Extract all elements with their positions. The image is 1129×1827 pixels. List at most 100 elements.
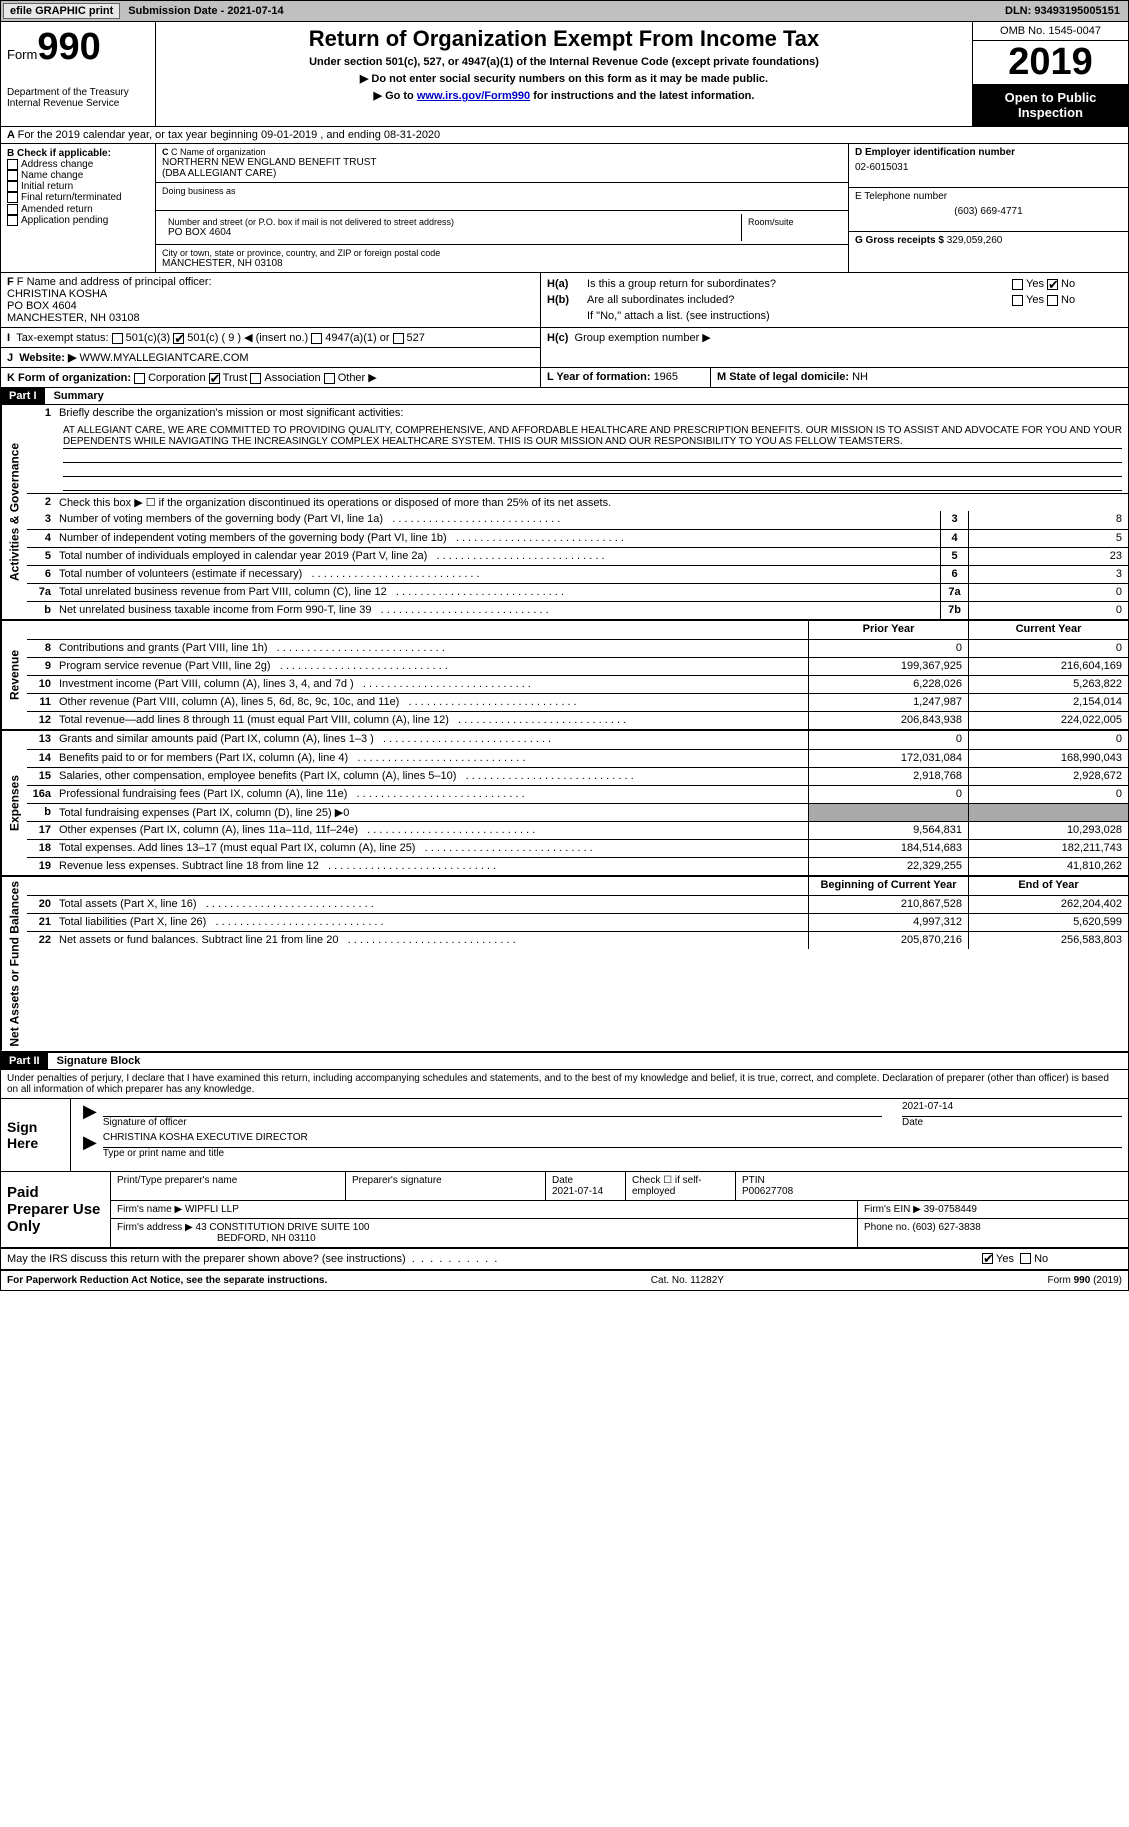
chk-501c3[interactable]: [112, 333, 123, 344]
gross-receipts: 329,059,260: [947, 235, 1003, 246]
year-formation: 1965: [654, 371, 678, 383]
chk-trust[interactable]: [209, 373, 220, 384]
rev-line-8: 8Contributions and grants (Part VIII, li…: [27, 639, 1128, 657]
rev-line-10: 10Investment income (Part VIII, column (…: [27, 675, 1128, 693]
gov-line-6: 6Total number of volunteers (estimate if…: [27, 565, 1128, 583]
exp-line-17: 17Other expenses (Part IX, column (A), l…: [27, 821, 1128, 839]
box-c: C C Name of organization NORTHERN NEW EN…: [156, 144, 848, 272]
row-ijhc: I Tax-exempt status: 501(c)(3) 501(c) ( …: [1, 328, 1128, 368]
col-end-year: End of Year: [968, 877, 1128, 895]
rev-line-12: 12Total revenue—add lines 8 through 11 (…: [27, 711, 1128, 729]
discuss-yes[interactable]: [982, 1253, 993, 1264]
form-page: Form990 Department of the Treasury Inter…: [0, 22, 1129, 1291]
firm-ein: 39-0758449: [924, 1204, 977, 1215]
chk-amended[interactable]: [7, 204, 18, 215]
state-domicile: NH: [852, 371, 868, 383]
gov-line-3: 3Number of voting members of the governi…: [27, 511, 1128, 529]
hb-no[interactable]: [1047, 295, 1058, 306]
rev-line-11: 11Other revenue (Part VIII, column (A), …: [27, 693, 1128, 711]
phone-label: E Telephone number: [855, 191, 1122, 202]
chk-address-change[interactable]: [7, 159, 18, 170]
phone-value: (603) 669-4771: [855, 206, 1122, 217]
officer-name-title: CHRISTINA KOSHA EXECUTIVE DIRECTOR: [103, 1132, 1122, 1148]
discuss-no[interactable]: [1020, 1253, 1031, 1264]
chk-initial-return[interactable]: [7, 181, 18, 192]
chk-527[interactable]: [393, 333, 404, 344]
section-bcdefg: B Check if applicable: Address change Na…: [1, 144, 1128, 273]
dln: DLN: 93493195005151: [1005, 5, 1128, 17]
omb-number: OMB No. 1545-0047: [973, 22, 1128, 41]
hb-yes[interactable]: [1012, 295, 1023, 306]
instruction-line-1: ▶ Do not enter social security numbers o…: [162, 72, 966, 85]
chk-final-return[interactable]: [7, 192, 18, 203]
row-klm: K Form of organization: Corporation Trus…: [1, 368, 1128, 388]
chk-501c[interactable]: [173, 333, 184, 344]
page-footer: For Paperwork Reduction Act Notice, see …: [1, 1271, 1128, 1290]
form-title: Return of Organization Exempt From Incom…: [162, 26, 966, 52]
ha-yes[interactable]: [1012, 279, 1023, 290]
chk-name-change[interactable]: [7, 170, 18, 181]
section-expenses: Expenses 13Grants and similar amounts pa…: [1, 731, 1128, 877]
vlabel-revenue: Revenue: [1, 621, 27, 729]
sign-here-section: Sign Here ▶ Signature of officer 2021-07…: [1, 1099, 1128, 1172]
form-number: Form990: [7, 26, 149, 69]
paid-preparer-section: Paid Preparer Use Only Print/Type prepar…: [1, 1172, 1128, 1249]
ptin: P00627708: [742, 1186, 793, 1197]
website: WWW.MYALLEGIANTCARE.COM: [79, 352, 248, 364]
street-address: PO BOX 4604: [168, 227, 735, 238]
firm-name: WIPFLI LLP: [185, 1204, 239, 1215]
preparer-phone: (603) 627-3838: [912, 1222, 980, 1233]
discuss-row: May the IRS discuss this return with the…: [1, 1249, 1128, 1271]
vlabel-governance: Activities & Governance: [1, 405, 27, 619]
sign-date: 2021-07-14: [902, 1101, 1122, 1117]
ein-label: D Employer identification number: [855, 147, 1015, 158]
exp-line-18: 18Total expenses. Add lines 13–17 (must …: [27, 839, 1128, 857]
efile-topbar: efile GRAPHIC print Submission Date - 20…: [0, 0, 1129, 22]
chk-application-pending[interactable]: [7, 215, 18, 226]
chk-other[interactable]: [324, 373, 335, 384]
exp-line-14: 14Benefits paid to or for members (Part …: [27, 749, 1128, 767]
col-prior-year: Prior Year: [808, 621, 968, 639]
city-state-zip: MANCHESTER, NH 03108: [162, 258, 842, 269]
section-netassets: Net Assets or Fund Balances Beginning of…: [1, 877, 1128, 1053]
officer-name: CHRISTINA KOSHA: [7, 288, 107, 300]
chk-4947[interactable]: [311, 333, 322, 344]
vlabel-netassets: Net Assets or Fund Balances: [1, 877, 27, 1051]
gov-line-5: 5Total number of individuals employed in…: [27, 547, 1128, 565]
tax-year: 2019: [973, 41, 1128, 84]
exp-line-b: bTotal fundraising expenses (Part IX, co…: [27, 803, 1128, 821]
part1-header: Part I Summary: [1, 388, 1128, 405]
mission-text: AT ALLEGIANT CARE, WE ARE COMMITTED TO P…: [27, 423, 1128, 493]
instruction-line-2: ▶ Go to www.irs.gov/Form990 for instruct…: [162, 89, 966, 102]
form-subtitle: Under section 501(c), 527, or 4947(a)(1)…: [162, 56, 966, 68]
open-to-public: Open to Public Inspection: [973, 84, 1128, 126]
chk-corp[interactable]: [134, 373, 145, 384]
line-a-tax-year: A For the 2019 calendar year, or tax yea…: [1, 127, 1128, 144]
submission-date: Submission Date - 2021-07-14: [122, 5, 289, 17]
box-b: B Check if applicable: Address change Na…: [1, 144, 156, 272]
gov-line-b: bNet unrelated business taxable income f…: [27, 601, 1128, 619]
dept-treasury: Department of the Treasury Internal Reve…: [7, 87, 149, 109]
header-row: Form990 Department of the Treasury Inter…: [1, 22, 1128, 127]
rev-line-9: 9Program service revenue (Part VIII, lin…: [27, 657, 1128, 675]
vlabel-expenses: Expenses: [1, 731, 27, 875]
bal-line-21: 21Total liabilities (Part X, line 26) 4,…: [27, 913, 1128, 931]
gov-line-7a: 7aTotal unrelated business revenue from …: [27, 583, 1128, 601]
part2-header: Part II Signature Block: [1, 1053, 1128, 1070]
gov-line-4: 4Number of independent voting members of…: [27, 529, 1128, 547]
section-governance: Activities & Governance 1 Briefly descri…: [1, 405, 1128, 621]
section-revenue: Revenue Prior Year Current Year 8Contrib…: [1, 621, 1128, 731]
exp-line-19: 19Revenue less expenses. Subtract line 1…: [27, 857, 1128, 875]
bal-line-22: 22Net assets or fund balances. Subtract …: [27, 931, 1128, 949]
ein-value: 02-6015031: [855, 162, 1122, 173]
chk-assoc[interactable]: [250, 373, 261, 384]
irs-link[interactable]: www.irs.gov/Form990: [417, 90, 530, 102]
efile-graphic-badge: efile GRAPHIC print: [3, 3, 120, 19]
ha-no[interactable]: [1047, 279, 1058, 290]
exp-line-15: 15Salaries, other compensation, employee…: [27, 767, 1128, 785]
exp-line-13: 13Grants and similar amounts paid (Part …: [27, 731, 1128, 749]
col-current-year: Current Year: [968, 621, 1128, 639]
perjury-text: Under penalties of perjury, I declare th…: [1, 1070, 1128, 1099]
bal-line-20: 20Total assets (Part X, line 16) 210,867…: [27, 895, 1128, 913]
col-begin-year: Beginning of Current Year: [808, 877, 968, 895]
